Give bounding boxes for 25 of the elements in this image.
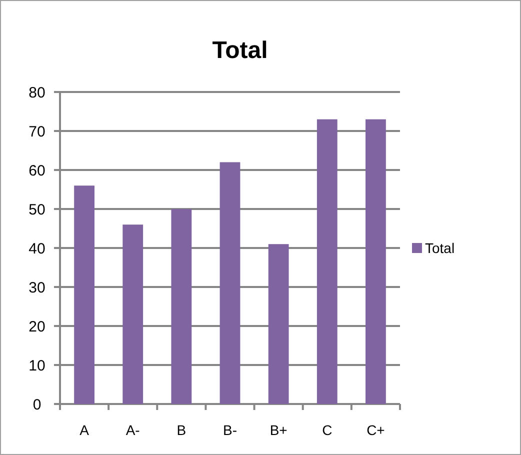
- bar: [366, 119, 386, 404]
- bar: [220, 162, 240, 404]
- chart-title: Total: [212, 37, 268, 64]
- y-tick-label: 50: [28, 201, 46, 218]
- bar: [316, 119, 338, 404]
- y-tick-label: 0: [32, 396, 42, 414]
- legend-label: Total: [425, 240, 455, 256]
- y-tick-label: 20: [28, 318, 46, 336]
- x-tick-label: B: [176, 422, 186, 438]
- x-tick-label: B+: [270, 422, 288, 438]
- y-tick-label: 80: [28, 84, 46, 102]
- y-tick-label: 60: [28, 162, 46, 180]
- x-tick-label: B-: [223, 422, 238, 438]
- x-tick-label: C: [322, 422, 332, 438]
- bar: [74, 186, 94, 404]
- y-tick-label: 10: [28, 357, 46, 374]
- bar: [122, 224, 144, 404]
- x-tick-label: A-: [126, 422, 140, 438]
- y-tick-label: 70: [28, 123, 46, 140]
- bar: [268, 244, 289, 404]
- y-tick-label: 30: [28, 279, 46, 296]
- x-tick-label: C+: [366, 422, 385, 438]
- x-tick-label: A: [80, 422, 90, 438]
- y-tick-label: 40: [28, 240, 46, 258]
- bar: [171, 209, 192, 404]
